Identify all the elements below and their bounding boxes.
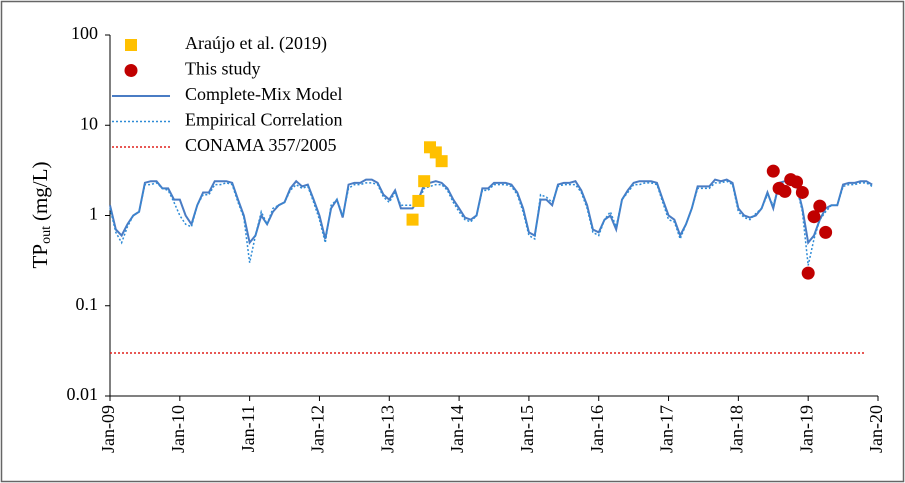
y-label-main: TP — [28, 244, 52, 269]
point — [819, 225, 833, 239]
point — [801, 266, 815, 280]
legend: Araújo et al. (2019) This study Complete-M… — [112, 33, 342, 155]
x-tick-label: Jan-18 — [726, 405, 746, 453]
legend-marker — [125, 39, 137, 51]
x-tick-label: Jan-15 — [517, 405, 537, 453]
x-tick-label: Jan-20 — [866, 405, 886, 453]
y-tick-label: 10 — [80, 113, 98, 133]
legend-label: This study — [185, 59, 261, 79]
point — [418, 175, 431, 188]
x-tick-label: Jan-11 — [238, 405, 258, 452]
point — [795, 185, 809, 199]
point — [813, 199, 827, 213]
x-tick-label: Jan-13 — [377, 405, 397, 453]
x-tick-label: Jan-17 — [657, 405, 677, 453]
y-tick-label: 1 — [89, 204, 98, 224]
legend-marker — [124, 64, 138, 77]
y-tick-label: 0.1 — [76, 294, 99, 314]
x-tick-label: Jan-19 — [796, 405, 816, 453]
point — [766, 164, 780, 178]
point — [406, 213, 419, 226]
legend-label: CONAMA 357/2005 — [185, 135, 337, 155]
point — [412, 194, 425, 207]
x-tick-label: Jan-09 — [98, 405, 118, 453]
line-series — [109, 178, 873, 246]
point — [807, 210, 821, 224]
y-tick-label: 0.01 — [67, 384, 99, 404]
x-tick-label: Jan-16 — [587, 405, 607, 453]
x-tick-label: Jan-14 — [447, 405, 467, 453]
x-tick-label: Jan-10 — [168, 405, 188, 453]
line-series — [109, 180, 873, 266]
legend-label: Complete-Mix Model — [185, 84, 342, 104]
y-axis-label: TPout (mg/L) — [28, 162, 54, 269]
point — [790, 175, 804, 189]
point — [778, 184, 792, 198]
legend-label: Empirical Correlation — [185, 110, 342, 130]
y-label-unit: (mg/L) — [28, 162, 52, 221]
legend-label: Araújo et al. (2019) — [185, 33, 327, 54]
y-label-sub: out — [39, 226, 54, 244]
point — [435, 155, 448, 168]
x-tick-label: Jan-12 — [308, 405, 328, 453]
y-tick-label: 100 — [71, 23, 98, 43]
